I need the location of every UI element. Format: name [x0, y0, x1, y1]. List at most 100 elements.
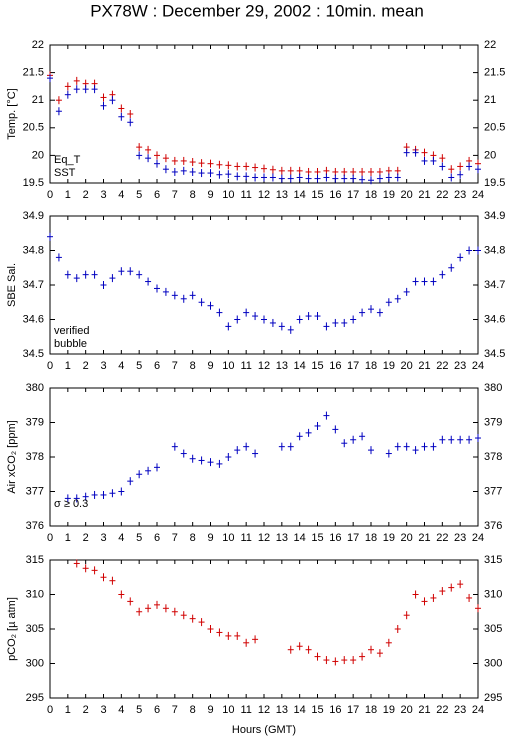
- data-point: [207, 169, 214, 178]
- data-point: [403, 287, 410, 296]
- data-point: [287, 166, 294, 175]
- data-point: [109, 274, 116, 283]
- x-tick-label: 11: [240, 360, 251, 372]
- data-point: [216, 170, 223, 179]
- x-tick-label: 23: [454, 189, 466, 201]
- x-tick-label: 13: [276, 189, 288, 201]
- data-point: [216, 459, 223, 468]
- data-point: [466, 593, 473, 602]
- chart-title: PX78W : December 29, 2002 : 10min. mean: [90, 1, 424, 20]
- data-point: [216, 628, 223, 637]
- x-tick-label: 7: [172, 360, 178, 372]
- data-point: [118, 590, 125, 599]
- data-point: [162, 604, 169, 613]
- y-tick-label: 22: [32, 39, 44, 51]
- y-tick-label: 20.5: [484, 122, 505, 134]
- data-point: [412, 277, 419, 286]
- data-point: [91, 566, 98, 575]
- data-point: [154, 600, 160, 609]
- x-tick-label: 21: [418, 532, 430, 544]
- data-point: [439, 587, 446, 596]
- data-point: [430, 156, 437, 165]
- y-tick-label: 315: [484, 554, 502, 566]
- x-tick-label: 23: [454, 704, 466, 716]
- x-tick-label: 0: [47, 189, 53, 201]
- data-point: [100, 101, 107, 110]
- data-point: [136, 151, 143, 160]
- data-point: [269, 165, 276, 174]
- data-point: [314, 421, 321, 430]
- y-tick-label: 34.9: [23, 210, 44, 222]
- x-tick-label: 13: [276, 360, 288, 372]
- data-point: [127, 597, 134, 606]
- y-tick-label: 310: [26, 588, 44, 600]
- x-tick-label: 12: [258, 189, 270, 201]
- x-tick-label: 3: [100, 532, 106, 544]
- data-point: [394, 173, 401, 182]
- data-point: [457, 170, 464, 179]
- x-tick-label: 7: [172, 189, 178, 201]
- data-point: [118, 112, 125, 121]
- x-tick-label: 5: [136, 532, 142, 544]
- data-point: [109, 576, 116, 585]
- data-point: [323, 322, 330, 331]
- data-point: [252, 635, 259, 644]
- data-point: [394, 294, 401, 303]
- data-point: [234, 446, 241, 455]
- x-tick-label: 2: [83, 189, 89, 201]
- data-point: [457, 435, 464, 444]
- data-point: [73, 559, 80, 568]
- data-point: [350, 656, 357, 665]
- y-tick-label: 34.6: [23, 313, 44, 325]
- data-point: [100, 490, 107, 499]
- data-point: [64, 82, 71, 91]
- data-point: [475, 165, 481, 174]
- data-point: [332, 657, 339, 666]
- x-tick-label: 9: [207, 532, 213, 544]
- x-tick-label: 17: [347, 704, 359, 716]
- x-tick-label: 3: [100, 704, 106, 716]
- x-tick-label: 24: [472, 360, 484, 372]
- x-tick-label: 0: [47, 360, 53, 372]
- x-tick-label: 0: [47, 532, 53, 544]
- data-point: [145, 466, 152, 475]
- data-point: [448, 435, 455, 444]
- data-point: [73, 85, 80, 94]
- data-point: [341, 318, 348, 327]
- y-tick-label: 34.7: [484, 279, 505, 291]
- data-point: [198, 456, 205, 465]
- data-point: [296, 315, 303, 324]
- y-tick-label: 377: [26, 485, 44, 497]
- data-point: [154, 159, 160, 168]
- annotation: σ ≥ 0.3: [54, 498, 88, 510]
- data-point: [421, 148, 428, 157]
- y-tick-label: 378: [484, 451, 502, 463]
- x-tick-label: 15: [311, 360, 323, 372]
- y-tick-label: 22: [484, 39, 496, 51]
- x-tick-label: 8: [190, 704, 196, 716]
- data-point: [180, 156, 187, 165]
- data-point: [189, 614, 196, 623]
- data-point: [136, 270, 143, 279]
- x-axis-title: Hours (GMT): [232, 724, 296, 736]
- data-point: [207, 625, 214, 633]
- data-point: [55, 107, 62, 116]
- data-point: [323, 173, 330, 182]
- data-point: [466, 435, 473, 444]
- x-tick-label: 21: [418, 704, 430, 716]
- data-point: [475, 604, 481, 613]
- data-point: [162, 287, 169, 296]
- data-point: [234, 162, 241, 171]
- data-point: [243, 638, 250, 647]
- data-point: [180, 449, 187, 458]
- data-point: [359, 652, 366, 661]
- data-point: [305, 174, 312, 183]
- y-tick-label: 20: [484, 149, 496, 161]
- data-point: [82, 564, 89, 573]
- x-tick-label: 11: [240, 532, 251, 544]
- x-tick-label: 4: [118, 704, 124, 716]
- data-point: [368, 645, 374, 654]
- data-point: [341, 656, 348, 665]
- data-point: [261, 164, 267, 173]
